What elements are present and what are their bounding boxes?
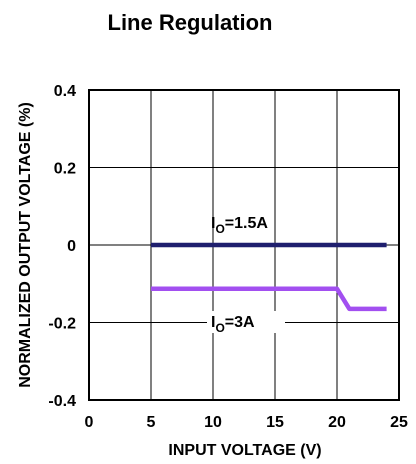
x-tick-label: 25 xyxy=(390,414,408,431)
x-tick-labels: 0 5 10 15 20 25 xyxy=(85,414,408,431)
y-tick-labels: 0.4 0.2 0 -0.2 -0.4 xyxy=(48,83,76,410)
x-tick-label: 20 xyxy=(328,414,346,431)
chart-title: Line Regulation xyxy=(108,10,273,35)
x-tick-label: 0 xyxy=(85,414,94,431)
series-label-background xyxy=(207,311,285,333)
series-label-1: IO=1.5A xyxy=(211,215,268,236)
x-tick-label: 15 xyxy=(266,414,284,431)
x-axis-label: INPUT VOLTAGE (V) xyxy=(168,442,321,459)
series-label-2: IO=3A xyxy=(211,314,255,335)
x-tick-label: 5 xyxy=(147,414,156,431)
y-tick-label: 0 xyxy=(67,238,76,255)
plot-frame xyxy=(88,89,400,401)
y-tick-label: -0.2 xyxy=(48,316,76,333)
x-tick-label: 10 xyxy=(204,414,222,431)
y-axis-label: NORMALIZED OUTPUT VOLTAGE (%) xyxy=(17,102,34,388)
y-tick-label: -0.4 xyxy=(48,393,76,410)
series-labels: IO=1.5A IO=3A xyxy=(207,215,285,335)
y-tick-label: 0.2 xyxy=(54,161,76,178)
y-tick-label: 0.4 xyxy=(54,83,76,100)
series-lines xyxy=(151,242,387,312)
series-line-2 xyxy=(151,286,387,312)
